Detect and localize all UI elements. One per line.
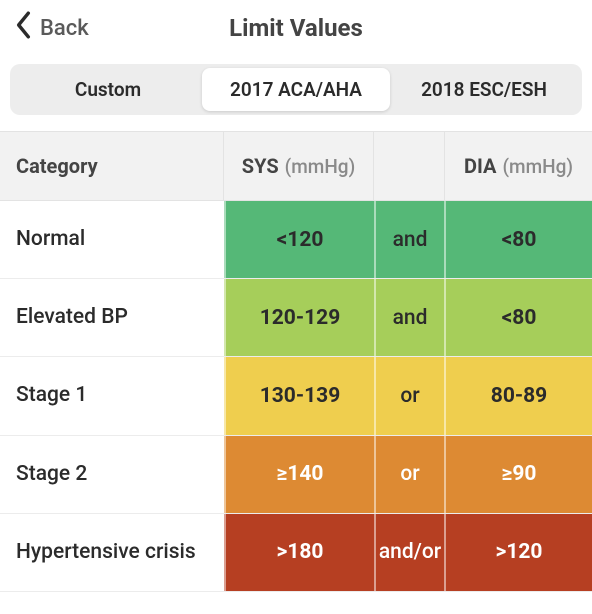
header-dia-unit: (mmHg) xyxy=(502,155,573,178)
back-button[interactable]: Back xyxy=(14,10,89,46)
dia-cell: 80-89 xyxy=(444,357,592,434)
segmented-control-wrap: Custom2017 ACA/AHA2018 ESC/ESH xyxy=(0,58,592,131)
header-category-label: Category xyxy=(16,154,98,178)
nav-bar: Back Limit Values xyxy=(0,0,592,58)
limits-table: Category SYS (mmHg) DIA (mmHg) Normal<12… xyxy=(0,131,592,592)
conj-cell: and xyxy=(374,201,444,278)
header-dia: DIA (mmHg) xyxy=(444,132,592,200)
header-sys-label: SYS xyxy=(242,154,279,178)
sys-cell: 120-129 xyxy=(224,279,374,356)
back-label: Back xyxy=(40,16,89,41)
tab-2[interactable]: 2018 ESC/ESH xyxy=(390,68,578,111)
category-cell: Stage 2 xyxy=(0,436,224,513)
header-category: Category xyxy=(0,132,224,200)
header-spacer xyxy=(374,144,444,188)
tab-0[interactable]: Custom xyxy=(14,68,202,111)
category-cell: Normal xyxy=(0,201,224,278)
header-sys: SYS (mmHg) xyxy=(224,132,374,200)
sys-cell: 130-139 xyxy=(224,357,374,434)
sys-cell: >180 xyxy=(224,514,374,591)
conj-cell: and/or xyxy=(374,514,444,591)
dia-cell: <80 xyxy=(444,279,592,356)
table-row: Elevated BP120-129and<80 xyxy=(0,279,592,357)
dia-cell: >120 xyxy=(444,514,592,591)
table-row: Stage 2≥140or≥90 xyxy=(0,436,592,514)
table-row: Hypertensive crisis>180and/or>120 xyxy=(0,514,592,592)
conj-cell: or xyxy=(374,357,444,434)
conj-cell: or xyxy=(374,436,444,513)
dia-cell: <80 xyxy=(444,201,592,278)
sys-cell: ≥140 xyxy=(224,436,374,513)
table-header-row: Category SYS (mmHg) DIA (mmHg) xyxy=(0,131,592,201)
conj-cell: and xyxy=(374,279,444,356)
segmented-control: Custom2017 ACA/AHA2018 ESC/ESH xyxy=(10,64,582,115)
table-row: Stage 1130-139or80-89 xyxy=(0,357,592,435)
header-sys-unit: (mmHg) xyxy=(285,155,356,178)
dia-cell: ≥90 xyxy=(444,436,592,513)
table-row: Normal<120and<80 xyxy=(0,201,592,279)
tab-1[interactable]: 2017 ACA/AHA xyxy=(202,68,390,111)
category-cell: Elevated BP xyxy=(0,279,224,356)
chevron-left-icon xyxy=(14,10,34,46)
category-cell: Stage 1 xyxy=(0,357,224,434)
sys-cell: <120 xyxy=(224,201,374,278)
header-dia-label: DIA xyxy=(464,154,496,178)
category-cell: Hypertensive crisis xyxy=(0,514,224,591)
